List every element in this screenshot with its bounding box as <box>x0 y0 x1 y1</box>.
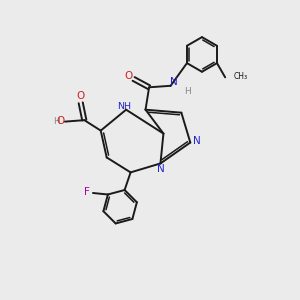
Text: N: N <box>193 136 201 146</box>
Text: F: F <box>84 188 90 197</box>
Text: NH: NH <box>117 102 131 111</box>
Text: N: N <box>157 164 165 174</box>
Text: O: O <box>124 71 132 81</box>
Text: H: H <box>53 116 60 125</box>
Text: CH₃: CH₃ <box>233 72 248 81</box>
Text: O: O <box>76 91 84 101</box>
Text: N: N <box>170 77 178 87</box>
Text: H: H <box>184 87 190 96</box>
Text: O: O <box>56 116 64 126</box>
